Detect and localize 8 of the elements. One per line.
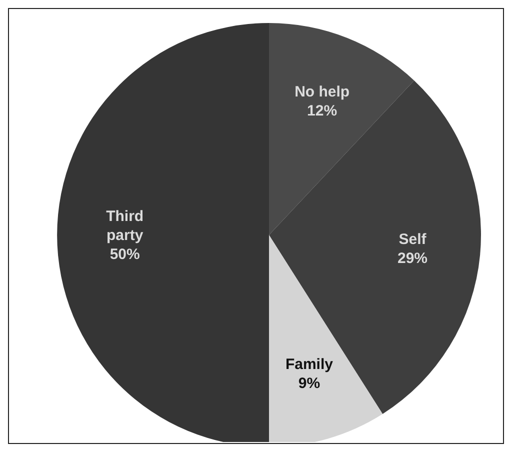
- data-label: 9%: [298, 374, 320, 392]
- slice-label: Self: [398, 230, 428, 248]
- data-label: 50%: [110, 246, 140, 262]
- data-label: 12%: [307, 102, 338, 119]
- data-label: 29%: [398, 250, 428, 267]
- slice-label: Family: [285, 355, 334, 372]
- slice-label: No help: [294, 82, 350, 100]
- slice-label: Third party: [106, 208, 144, 244]
